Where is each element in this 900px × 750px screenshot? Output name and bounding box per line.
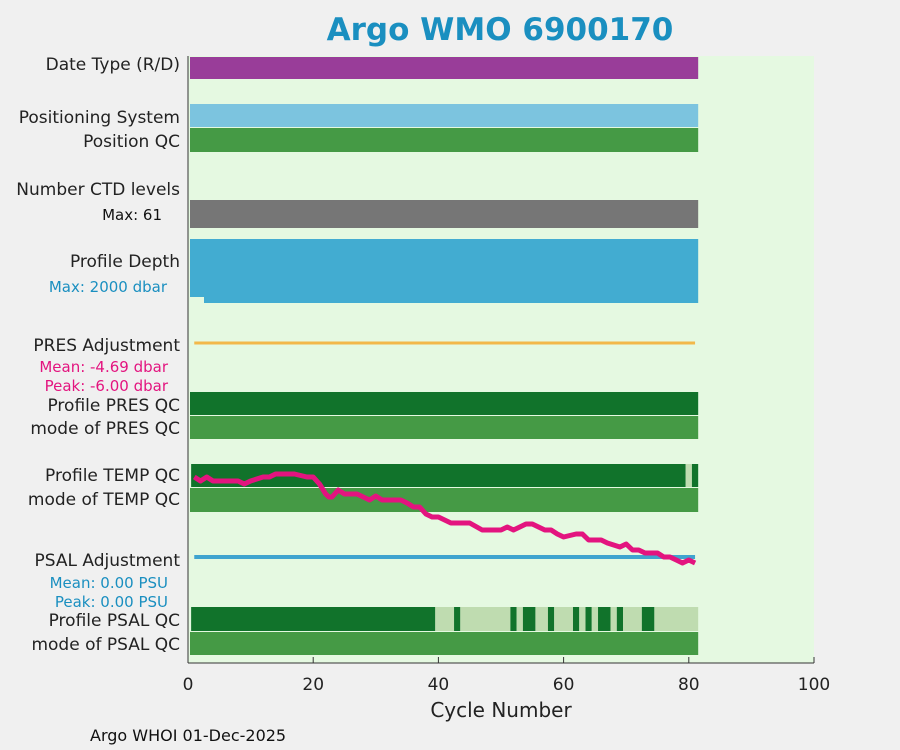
x-tick-label: 60 [553,675,575,695]
psal-qc-segment [591,607,599,631]
row-label: PSAL Adjustment [35,551,181,571]
psal-qc-segment [435,607,455,631]
x-tick-label: 20 [302,675,324,695]
chart-title: Argo WMO 6900170 [326,12,674,48]
mode-psal-qc-bar [190,632,699,655]
psal-qc-segment [641,607,655,631]
row-label: Profile TEMP QC [45,466,180,486]
temp-qc-segment [685,464,692,487]
psal-peak-annotation: Peak: 0.00 PSU [55,593,168,611]
row-label: Profile PSAL QC [49,611,180,631]
row-label: mode of PSAL QC [31,635,180,655]
psal-qc-segment [610,607,617,631]
mode-temp-qc-bar [190,488,699,512]
plot-area [188,56,814,663]
ctd-levels-bar [190,200,699,228]
psal-qc-segment [623,607,642,631]
x-tick-label: 100 [798,675,830,695]
psal-qc-segment [598,607,611,631]
row-label: Position QC [83,132,180,152]
x-tick-label: 80 [678,675,700,695]
temp-qc-segment [691,464,699,487]
row-label: Profile Depth [70,252,180,272]
psal-qc-segment [522,607,536,631]
psal-qc-segment [535,607,548,631]
x-axis-label: Cycle Number [430,698,572,722]
psal-qc-segment [547,607,555,631]
profile-pres-qc-bar [190,392,699,415]
ctd-max-annotation: Max: 61 [102,206,162,224]
depth-max-annotation: Max: 2000 dbar [49,278,168,296]
profile-depth-bar [190,239,699,303]
x-tick-label: 40 [428,675,450,695]
positioning-system-bar [190,104,699,127]
pres-peak-annotation: Peak: -6.00 dbar [45,377,169,395]
row-label: Date Type (R/D) [46,55,180,75]
temp-adjustment-line [192,471,697,566]
psal-qc-segment [516,607,523,631]
x-tick-label: 0 [183,675,194,695]
profile-depth-notch [190,297,204,303]
date-type-bar [190,57,699,79]
row-label: mode of TEMP QC [28,490,180,510]
psal-qc-segment [191,607,436,631]
row-label: PRES Adjustment [33,336,180,356]
position-qc-bar [190,128,699,152]
row-label: Profile PRES QC [47,396,180,416]
pres-mean-annotation: Mean: -4.69 dbar [39,358,169,376]
footer-credit: Argo WHOI 01-Dec-2025 [90,726,287,745]
psal-mean-annotation: Mean: 0.00 PSU [50,574,168,592]
row-label: Positioning System [19,108,180,128]
row-label: Number CTD levels [16,180,180,200]
psal-qc-segment [454,607,461,631]
psal-qc-segment [579,607,586,631]
psal-qc-segment [554,607,573,631]
psal-qc-segment [460,607,511,631]
psal-qc-segment [510,607,517,631]
psal-qc-segment [585,607,592,631]
mode-pres-qc-bar [190,416,699,439]
row-label: mode of PRES QC [30,419,180,439]
psal-qc-segment [572,607,580,631]
psal-qc-segment [616,607,624,631]
psal-qc-segment [654,607,699,631]
